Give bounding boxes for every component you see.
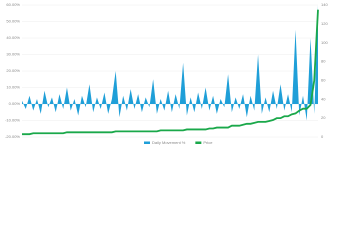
legend-label: Price bbox=[203, 140, 213, 145]
chart: -20.00% -10.00% 0.00% 10.00% 20.00% 30.00% 40.… bbox=[5, 2, 328, 145]
y-tick-label: 60.00% bbox=[6, 2, 20, 7]
legend-swatch bbox=[195, 141, 202, 144]
y2-tick-label: 20 bbox=[321, 115, 326, 120]
y2-tick-label: 0 bbox=[321, 134, 324, 139]
movement-area bbox=[22, 5, 318, 121]
y-tick-label: 10.00% bbox=[6, 85, 20, 90]
y-tick-label: 20.00% bbox=[6, 68, 20, 73]
y2-tick-label: 80 bbox=[321, 59, 326, 64]
y-tick-label: 30.00% bbox=[6, 52, 20, 57]
y2-tick-label: 40 bbox=[321, 96, 326, 101]
y-tick-label: -10.00% bbox=[5, 118, 20, 123]
price-line bbox=[22, 9, 319, 136]
y-tick-label: -20.00% bbox=[5, 134, 20, 139]
y-tick-label: 0.00% bbox=[9, 101, 21, 106]
y-tick-label: 40.00% bbox=[6, 35, 20, 40]
legend-label: Daily Movement % bbox=[152, 140, 186, 145]
y2-tick-label: 100 bbox=[321, 40, 328, 45]
y2-tick-label: 140 bbox=[321, 2, 328, 7]
y2-tick-label: 120 bbox=[321, 21, 328, 26]
legend-swatch bbox=[144, 141, 150, 144]
y2-tick-label: 60 bbox=[321, 77, 326, 82]
y-tick-label: 50.00% bbox=[6, 19, 20, 24]
